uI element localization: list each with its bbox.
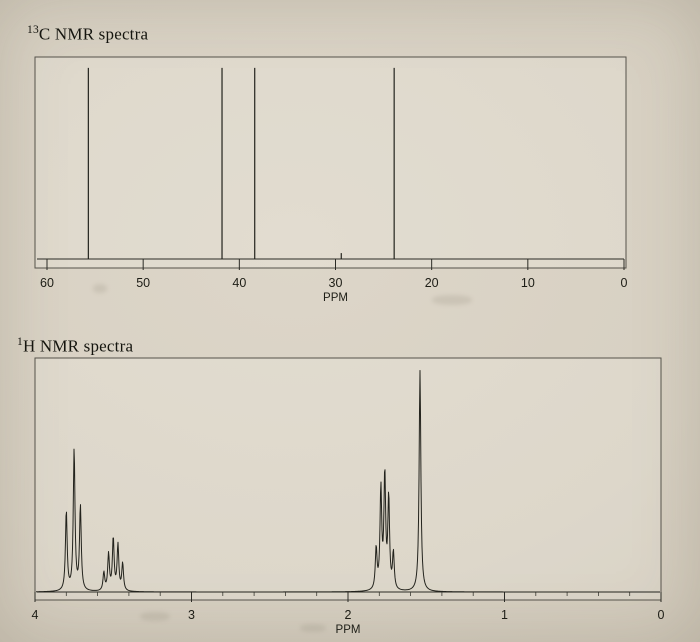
paper-smudge	[140, 612, 170, 621]
svg-text:40: 40	[232, 276, 246, 290]
paper-smudge	[300, 624, 326, 632]
carbon-spectrum-title: 13C NMR spectra	[27, 24, 148, 45]
carbon-isotope-superscript: 13	[27, 24, 39, 36]
svg-text:PPM: PPM	[336, 624, 361, 636]
svg-text:PPM: PPM	[323, 292, 348, 304]
paper-smudge	[93, 284, 107, 293]
proton-spectrum-title: 1H NMR spectra	[17, 336, 133, 357]
svg-text:3: 3	[188, 608, 195, 622]
svg-text:10: 10	[521, 276, 535, 290]
svg-text:50: 50	[136, 276, 150, 290]
proton-nmr-spectrum-plot: 4 3 2 1 0 PPM	[32, 357, 665, 636]
svg-text:0: 0	[658, 608, 665, 622]
svg-text:30: 30	[329, 276, 343, 290]
svg-text:2: 2	[345, 608, 352, 622]
svg-text:4: 4	[32, 608, 39, 622]
proton-isotope-superscript: 1	[17, 336, 23, 348]
carbon-spectrum-title-text: C NMR spectra	[38, 24, 149, 44]
proton-spectrum-title-text: H NMR spectra	[22, 336, 134, 356]
svg-text:60: 60	[40, 276, 54, 290]
paper-smudge	[432, 295, 472, 305]
carbon-nmr-spectrum-plot: 60 50 40 30 20 10 0 PPM	[34, 56, 628, 304]
svg-text:0: 0	[621, 276, 628, 290]
svg-text:1: 1	[501, 608, 508, 622]
svg-text:20: 20	[425, 276, 439, 290]
